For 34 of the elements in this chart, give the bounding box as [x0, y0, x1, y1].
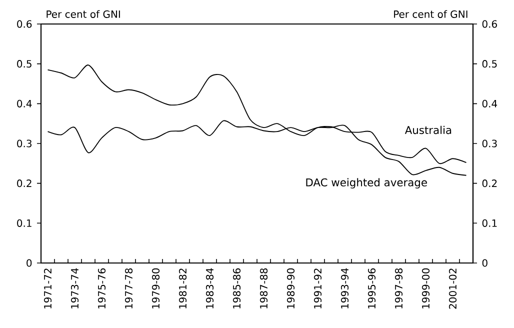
x-tick-label: 1997-98 — [394, 268, 403, 308]
y-axis-title: Per cent of GNI — [46, 10, 120, 18]
x-tick-label: 1991-92 — [314, 268, 322, 308]
y2-tick-label: 0 — [482, 259, 488, 267]
y-tick-label: 0.3 — [17, 140, 32, 148]
y-tick-label: 0.5 — [17, 60, 32, 68]
y2-axis-title: Per cent of GNI — [394, 10, 468, 18]
x-tick-label: 1981-82 — [178, 268, 187, 308]
y-tick-label: 0.4 — [17, 100, 32, 108]
y2-tick-label: 0.5 — [482, 60, 497, 68]
y-tick-label: 0.1 — [17, 219, 32, 227]
x-tick-label: 1971-72 — [44, 268, 52, 308]
x-tick-label: 1987-88 — [260, 268, 268, 308]
series-label: DAC weighted average — [306, 178, 427, 188]
y2-tick-label: 0.1 — [482, 219, 497, 227]
series-label: Australia — [404, 126, 452, 134]
x-tick-label: 1977-78 — [124, 268, 133, 308]
x-tick-label: 2001-02 — [448, 268, 457, 309]
x-tick-label: 1993-94 — [340, 268, 349, 308]
y-tick-label: 0 — [26, 259, 32, 267]
x-tick-label: 1983-84 — [206, 268, 214, 308]
x-tick-label: 1989-90 — [286, 268, 295, 308]
x-tick-label: 1979-80 — [152, 268, 160, 308]
y2-tick-label: 0.3 — [482, 140, 497, 148]
x-tick-label: 1985-86 — [232, 268, 241, 308]
y2-tick-label: 0.6 — [482, 20, 497, 28]
x-tick-label: 1975-76 — [98, 268, 106, 308]
y-tick-label: 0.6 — [17, 20, 32, 28]
x-tick-label: 1973-74 — [70, 268, 79, 308]
y2-tick-label: 0.2 — [482, 180, 497, 188]
y2-tick-label: 0.4 — [482, 100, 498, 108]
x-tick-label: 1995-96 — [368, 268, 376, 308]
x-tick-label: 1999-00 — [422, 268, 430, 308]
y-tick-label: 0.2 — [17, 180, 32, 188]
